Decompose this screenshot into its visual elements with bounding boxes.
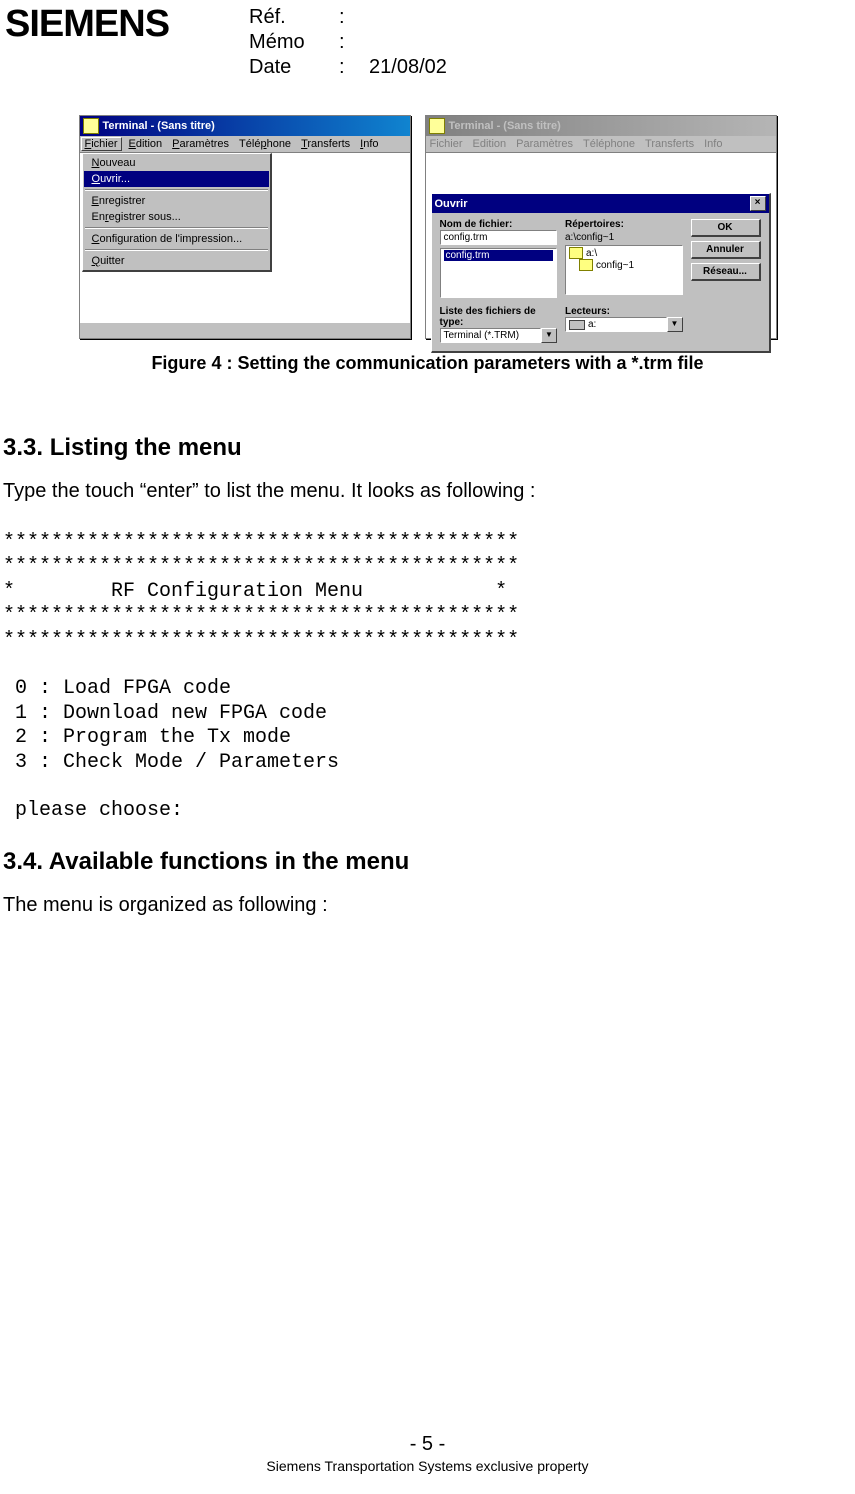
menu-separator — [85, 227, 268, 229]
menu-fichier-b[interactable]: Fichier — [430, 138, 463, 150]
filetype-value: Terminal (*.TRM) — [440, 328, 542, 343]
menu-telephone-b[interactable]: Téléphone — [583, 138, 635, 150]
filename-input[interactable]: config.trm — [440, 230, 558, 245]
dialog-title: Ouvrir — [435, 198, 468, 210]
section-heading-3-4: 3.4. Available functions in the menu — [3, 848, 855, 876]
footer-note: Siemens Transportation Systems exclusive… — [0, 1458, 855, 1474]
menu-fichier[interactable]: Fichier — [81, 137, 122, 151]
filetype-combo[interactable]: Terminal (*.TRM) ▼ — [440, 328, 558, 343]
terminal-output: ****************************************… — [3, 531, 855, 824]
siemens-logo: SIEMENS — [0, 5, 169, 43]
close-icon[interactable]: × — [750, 196, 766, 211]
ok-button[interactable]: OK — [691, 219, 761, 237]
drive-icon — [569, 320, 585, 330]
dirs-label: Répertoires: — [565, 219, 683, 230]
fichier-dropdown: Nouveau Ouvrir... Enregistrer Enregistre… — [82, 153, 272, 272]
file-listbox[interactable]: config.trm — [440, 248, 558, 298]
menu-edition-b[interactable]: Edition — [473, 138, 507, 150]
menu-enregistrer-sous[interactable]: Enregistrer sous... — [84, 209, 269, 225]
menu-info[interactable]: Info — [360, 138, 378, 150]
app-icon — [83, 118, 99, 134]
page-footer: - 5 - Siemens Transportation Systems exc… — [0, 1433, 855, 1474]
titlebar-b: Terminal - (Sans titre) — [426, 116, 776, 136]
network-button[interactable]: Réseau... — [691, 263, 761, 281]
menu-info-b[interactable]: Info — [704, 138, 722, 150]
folder-icon — [579, 259, 593, 271]
dirs-path: a:\config~1 — [565, 230, 683, 245]
menu-nouveau[interactable]: Nouveau — [84, 155, 269, 171]
dir-item-root[interactable]: a:\ — [569, 247, 679, 259]
filetype-label: Liste des fichiers de type: — [440, 306, 558, 328]
window-title-b: Terminal - (Sans titre) — [449, 120, 561, 132]
menu-config-impression[interactable]: Configuration de l'impression... — [84, 231, 269, 247]
terminal-window-b: Terminal - (Sans titre) Fichier Edition … — [425, 115, 777, 339]
menu-transferts[interactable]: Transferts — [301, 138, 350, 150]
window-title-a: Terminal - (Sans titre) — [103, 120, 215, 132]
filename-label: Nom de fichier: — [440, 219, 558, 230]
menu-separator — [85, 189, 268, 191]
chevron-down-icon[interactable]: ▼ — [667, 317, 683, 332]
section-heading-3-3: 3.3. Listing the menu — [3, 434, 855, 462]
dialog-buttons: OK Annuler Réseau... — [691, 219, 761, 298]
meta-value-date: 21/08/02 — [369, 55, 447, 80]
meta-label-date: Date — [249, 55, 339, 80]
dialog-titlebar: Ouvrir × — [432, 194, 769, 213]
menu-transferts-b[interactable]: Transferts — [645, 138, 694, 150]
file-item-selected[interactable]: config.trm — [444, 250, 554, 261]
section-3-4-paragraph: The menu is organized as following : — [3, 894, 855, 917]
menubar-a: Fichier Edition Paramètres Téléphone Tra… — [80, 136, 410, 153]
dir-listbox[interactable]: a:\ config~1 — [565, 245, 683, 295]
chevron-down-icon[interactable]: ▼ — [541, 328, 557, 343]
menu-edition[interactable]: Edition — [129, 138, 163, 150]
meta-label-memo: Mémo — [249, 30, 339, 55]
meta-label-ref: Réf. — [249, 5, 339, 30]
dir-item-sub[interactable]: config~1 — [569, 259, 679, 271]
menu-quitter[interactable]: Quitter — [84, 253, 269, 269]
folder-icon — [569, 247, 583, 259]
menu-ouvrir[interactable]: Ouvrir... — [84, 171, 269, 187]
open-dialog: Ouvrir × Nom de fichier: config.trm conf… — [431, 193, 771, 353]
screenshot-row: Terminal - (Sans titre) Fichier Edition … — [0, 115, 855, 339]
menu-enregistrer[interactable]: Enregistrer — [84, 193, 269, 209]
section-3-3-paragraph: Type the touch “enter” to list the menu.… — [3, 480, 855, 503]
menu-separator — [85, 249, 268, 251]
menu-parametres[interactable]: Paramètres — [172, 138, 229, 150]
menu-telephone[interactable]: Téléphone — [239, 138, 291, 150]
client-area-b: Ouvrir × Nom de fichier: config.trm conf… — [426, 153, 776, 338]
page-number: - 5 - — [0, 1433, 855, 1456]
figure-caption: Figure 4 : Setting the communication par… — [0, 353, 855, 374]
client-area-a: Nouveau Ouvrir... Enregistrer Enregistre… — [80, 153, 410, 323]
terminal-window-a: Terminal - (Sans titre) Fichier Edition … — [79, 115, 411, 339]
drives-value: a: — [565, 317, 667, 332]
drives-label: Lecteurs: — [565, 306, 683, 317]
menubar-b: Fichier Edition Paramètres Téléphone Tra… — [426, 136, 776, 153]
app-icon — [429, 118, 445, 134]
titlebar-a: Terminal - (Sans titre) — [80, 116, 410, 136]
cancel-button[interactable]: Annuler — [691, 241, 761, 259]
doc-meta: Réf. : Mémo : Date : 21/08/02 — [249, 5, 447, 80]
document-header: SIEMENS Réf. : Mémo : Date : 21/08/02 — [0, 0, 855, 80]
menu-parametres-b[interactable]: Paramètres — [516, 138, 573, 150]
drives-combo[interactable]: a: ▼ — [565, 317, 683, 332]
